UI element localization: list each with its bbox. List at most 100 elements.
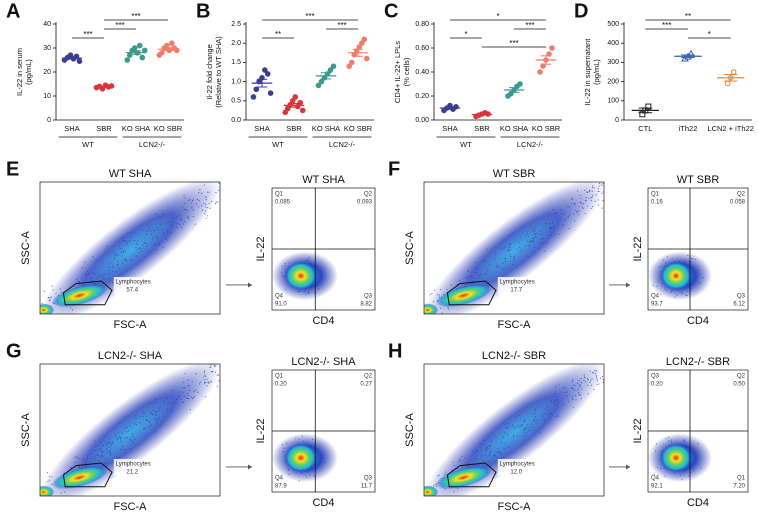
quadrant-name: Q4 <box>275 294 284 300</box>
plot-title: LCN2-/- SHA <box>291 356 356 368</box>
event-dot <box>195 373 197 375</box>
y-tick-label: 300 <box>607 59 619 66</box>
event-dot <box>461 466 463 468</box>
event-dot <box>523 421 525 423</box>
event-dot <box>569 214 571 216</box>
density-layer <box>424 182 609 314</box>
event-dot <box>113 258 115 260</box>
data-point <box>139 54 146 61</box>
event-dot <box>590 197 592 199</box>
event-dot <box>579 385 581 387</box>
event-dot <box>76 457 78 459</box>
event-dot <box>182 401 184 403</box>
event-dot <box>476 464 479 466</box>
event-dot <box>171 217 174 219</box>
event-dot <box>584 189 586 191</box>
panel-letter: A <box>6 0 20 22</box>
chart-panel: D 0 100 200 300 400 500 IL-22 in supernatant (pg… <box>574 0 754 133</box>
event-dot <box>117 268 120 270</box>
event-dot <box>546 406 549 408</box>
event-dot <box>112 442 114 444</box>
event-dot <box>529 241 531 243</box>
plot-frame <box>39 181 221 315</box>
quadrant-name: Q3 <box>737 294 746 300</box>
significance-label: *** <box>662 21 671 30</box>
event-dot <box>193 391 195 393</box>
event-dot <box>210 371 212 373</box>
event-dot <box>582 203 584 205</box>
event-dot <box>152 229 154 231</box>
event-dot <box>163 400 165 403</box>
data-point <box>724 80 731 87</box>
event-dot <box>151 238 153 240</box>
event-dot <box>108 265 110 267</box>
event-dot <box>94 273 96 276</box>
event-dot <box>507 250 509 252</box>
event-dot <box>598 383 600 385</box>
event-dot <box>184 202 186 205</box>
event-dot <box>471 275 473 277</box>
gate-value: 21.2 <box>126 470 138 476</box>
event-dot <box>589 381 591 384</box>
event-dot <box>204 370 206 372</box>
event-dot <box>150 230 152 232</box>
event-dot <box>512 436 514 438</box>
event-dot <box>109 452 111 454</box>
event-dot <box>156 422 158 425</box>
event-dot <box>105 443 107 446</box>
event-dot <box>608 196 609 197</box>
event-dot <box>453 491 455 493</box>
event-dot <box>150 233 152 236</box>
y-tick-label: 0.5 <box>231 98 241 105</box>
event-dot <box>587 393 589 395</box>
event-dot <box>156 420 158 422</box>
event-dot <box>471 266 473 268</box>
event-dot <box>533 230 536 232</box>
y-axis-label: IL-22 <box>255 236 267 261</box>
event-dot <box>99 259 101 261</box>
event-dot <box>133 254 135 256</box>
event-dot <box>528 245 530 247</box>
event-dot <box>467 270 469 272</box>
event-dot <box>60 492 62 494</box>
event-dot <box>532 238 535 240</box>
event-dot <box>475 451 477 453</box>
event-dot <box>109 450 111 452</box>
event-dot <box>571 387 573 389</box>
significance-label: *** <box>525 21 534 30</box>
event-dot <box>555 415 557 418</box>
event-dot <box>600 183 602 185</box>
y-axis-label: IL-22 <box>255 418 267 443</box>
quadrant-name: Q2 <box>364 192 373 198</box>
x-tick-label: SBR <box>286 124 302 133</box>
event-dot <box>133 239 135 242</box>
event-dot <box>180 398 182 400</box>
event-dot <box>49 299 51 301</box>
event-dot <box>549 227 551 229</box>
event-dot <box>196 199 199 201</box>
event-dot <box>480 449 482 451</box>
event-dot <box>598 361 599 362</box>
quadrant-name: Q2 <box>737 374 746 380</box>
event-dot <box>578 394 580 396</box>
event-dot <box>598 190 600 193</box>
event-dot <box>484 261 486 263</box>
event-dot <box>168 401 170 404</box>
event-dot <box>487 460 489 463</box>
quadrant-value: 93.7 <box>651 302 663 308</box>
event-dot <box>142 412 144 414</box>
event-dot <box>155 401 157 403</box>
event-dot <box>429 294 431 296</box>
event-dot <box>100 275 102 277</box>
event-dot <box>536 419 538 421</box>
event-dot <box>208 191 210 193</box>
event-dot <box>533 240 535 242</box>
event-dot <box>97 272 100 274</box>
event-dot <box>503 268 505 270</box>
event-dot <box>205 217 207 220</box>
event-dot <box>571 396 574 398</box>
significance-label: * <box>708 30 711 39</box>
panel-letter: H <box>388 340 402 362</box>
event-dot <box>48 300 50 302</box>
event-dot <box>602 381 604 383</box>
